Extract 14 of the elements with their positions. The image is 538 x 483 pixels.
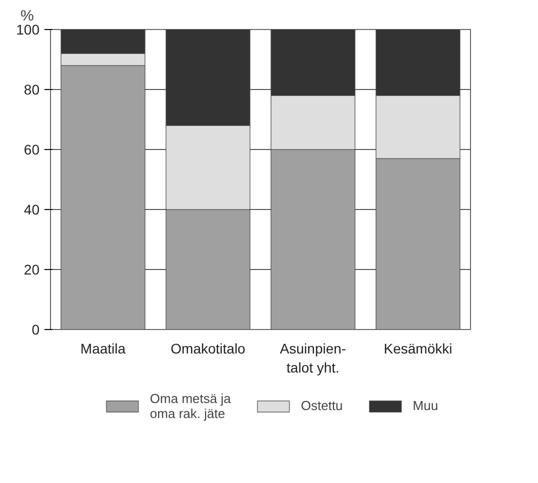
y-tick-label: 0 — [32, 322, 40, 338]
y-tick-label: 80 — [24, 82, 40, 98]
y-tick-label: 20 — [24, 262, 40, 278]
y-tick-label: 40 — [24, 202, 40, 218]
x-tick-label: Asuinpien- talot yht. — [280, 340, 346, 376]
x-tick-label: Kesämökki — [384, 340, 452, 356]
legend-label: Ostettu — [300, 398, 343, 413]
legend-label: Muu — [412, 398, 438, 413]
y-tick-label: 100 — [16, 22, 40, 38]
x-tick-label: Maatila — [80, 340, 126, 356]
y-axis-title: % — [20, 8, 34, 24]
y-tick-label: 60 — [24, 142, 40, 158]
x-tick-label: Omakotitalo — [170, 340, 246, 356]
legend-label: Oma metsä ja oma rak. jäte — [150, 390, 231, 420]
